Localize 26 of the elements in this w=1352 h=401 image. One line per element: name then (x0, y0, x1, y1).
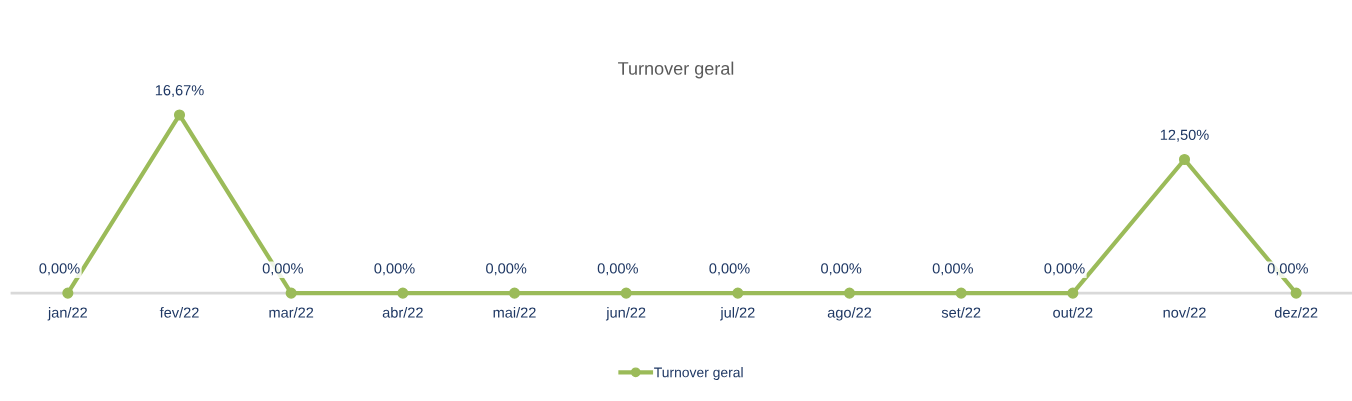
x-tick-label: set/22 (941, 307, 981, 318)
data-label: 0,00% (1044, 263, 1085, 276)
data-label: 0,00% (262, 263, 303, 276)
data-label: 12,50% (1160, 129, 1209, 142)
data-label: 0,00% (821, 263, 862, 276)
chart-title: Turnover geral (618, 61, 734, 79)
data-label: 0,00% (486, 263, 527, 276)
x-tick-label: jun/22 (605, 307, 646, 321)
x-tick-label: jan/22 (47, 307, 87, 321)
x-tick-label: jul/22 (720, 307, 755, 321)
data-label: 0,00% (1267, 263, 1308, 276)
data-label: 0,00% (709, 263, 750, 276)
x-tick-label: fev/22 (159, 307, 199, 318)
data-label: 0,00% (39, 263, 80, 276)
data-label: 0,00% (932, 263, 973, 276)
data-label: 0,00% (374, 263, 415, 276)
x-tick-label: abr/22 (382, 307, 423, 318)
legend-label: Turnover geral (654, 367, 743, 381)
x-tick-label: dez/22 (1274, 307, 1318, 318)
x-tick-label: out/22 (1053, 307, 1093, 318)
x-tick-label: ago/22 (827, 307, 872, 321)
x-tick-label: mai/22 (493, 307, 536, 318)
data-label: 16,67% (155, 85, 204, 98)
x-tick-label: mar/22 (269, 307, 314, 318)
x-tick-label: nov/22 (1163, 307, 1206, 318)
data-label: 0,00% (597, 263, 638, 276)
